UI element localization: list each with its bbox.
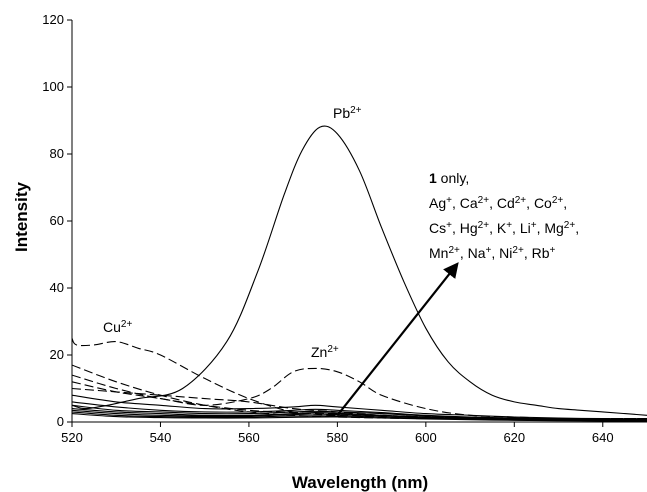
x-tick-label: 640 <box>592 430 614 445</box>
x-tick-label: 580 <box>327 430 349 445</box>
plot-lines <box>72 125 647 422</box>
ions-line-2: Cs+, Hg2+, K+, Li+, Mg2+, <box>429 220 579 237</box>
y-tick-label: 0 <box>57 414 64 429</box>
x-tick-label: 620 <box>503 430 525 445</box>
ions-line-1: Ag+, Ca2+, Cd2+, Co2+, <box>429 195 567 212</box>
x-tick-label: 560 <box>238 430 260 445</box>
label-only: 1 only, <box>429 170 469 186</box>
annotation-arrow <box>336 262 459 416</box>
x-tick-label: 600 <box>415 430 437 445</box>
y-tick-label: 40 <box>50 280 64 295</box>
y-tick-label: 20 <box>50 347 64 362</box>
annotations: Pb2+ Cu2+ Zn2+ 1 only, Ag+, Ca2+, Cd2+, Co2+… <box>103 105 579 416</box>
y-tick-label: 80 <box>50 146 64 161</box>
x-axis: 520 540 560 580 600 620 640 <box>61 421 647 445</box>
x-axis-title: Wavelength (nm) <box>292 473 428 492</box>
label-pb: Pb2+ <box>333 105 362 122</box>
y-tick-label: 60 <box>50 213 64 228</box>
label-zn: Zn2+ <box>311 344 339 361</box>
series-line-8 <box>72 401 647 420</box>
y-axis: 0 20 40 60 80 100 120 <box>42 12 73 429</box>
series-line-7 <box>72 394 647 420</box>
y-axis-title: Intensity <box>12 182 31 252</box>
y-tick-label: 100 <box>42 79 64 94</box>
x-tick-label: 540 <box>150 430 172 445</box>
label-cu: Cu2+ <box>103 319 132 336</box>
series-line-1 <box>72 125 647 416</box>
x-tick-label: 520 <box>61 430 83 445</box>
series-line-13 <box>72 413 647 422</box>
y-tick-label: 120 <box>42 12 64 27</box>
ions-line-3: Mn2+, Na+, Ni2+, Rb+ <box>429 245 556 262</box>
